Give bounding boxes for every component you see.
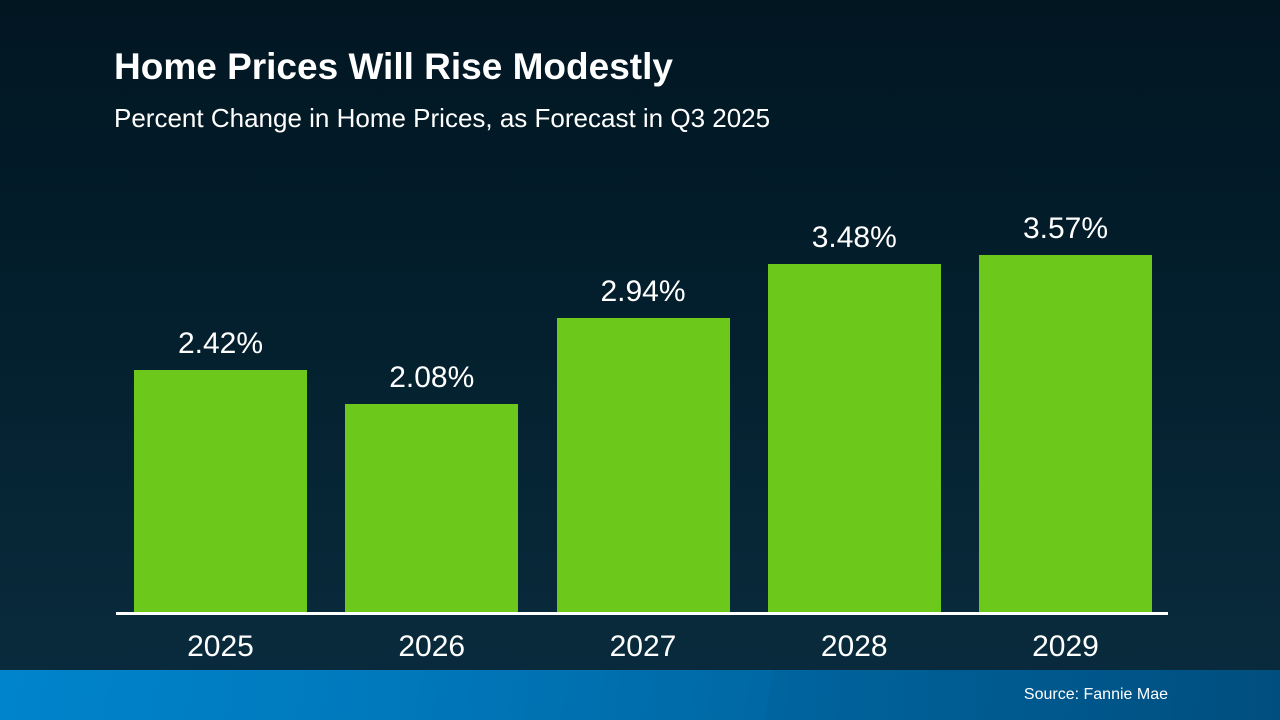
footer-band: Source: Fannie Mae (0, 670, 1280, 720)
x-axis-label-2028: 2028 (820, 630, 888, 663)
bar-value-label-2025: 2.42% (177, 327, 264, 360)
bar-value-label-2028: 3.48% (811, 221, 897, 254)
bar-series: 2.42% 2.08% 2.94% 3.48% 3.57% (134, 212, 1152, 612)
bar-2027 (556, 318, 730, 612)
bar-value-label-2029: 3.57% (1022, 212, 1109, 245)
source-text: Source: Fannie Mae (1023, 686, 1168, 703)
bar-column-2029: 3.57% (979, 212, 1152, 612)
x-axis-label-2026: 2026 (398, 630, 466, 663)
bar-column-2026: 2.08% (345, 361, 519, 612)
bar-2029 (979, 255, 1152, 612)
bar-value-label-2027: 2.94% (600, 275, 686, 308)
x-axis-line (116, 612, 1168, 615)
x-axis-label-2025: 2025 (187, 630, 254, 663)
bar-2025 (134, 370, 307, 612)
bar-2028 (767, 264, 941, 612)
chart-title: Home Prices Will Rise Modestly (114, 46, 673, 87)
chart-subtitle: Percent Change in Home Prices, as Foreca… (114, 102, 771, 133)
x-axis-label-2027: 2027 (609, 630, 677, 663)
bar-2026 (345, 404, 519, 612)
bar-column-2028: 3.48% (767, 221, 941, 612)
x-axis-label-2029: 2029 (1032, 630, 1099, 663)
bar-value-label-2026: 2.08% (389, 361, 475, 394)
bar-column-2025: 2.42% (134, 327, 307, 612)
x-axis-labels: 2025 2026 2027 2028 2029 (134, 630, 1152, 664)
bar-column-2027: 2.94% (556, 275, 730, 612)
chart-header: Home Prices Will Rise Modestly Percent C… (114, 46, 771, 134)
